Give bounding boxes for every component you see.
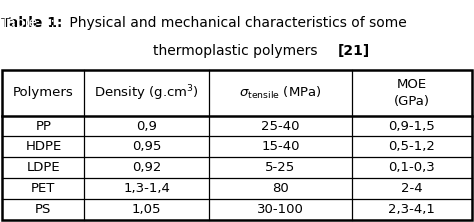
Text: 0,1-0,3: 0,1-0,3: [388, 161, 435, 174]
Text: LDPE: LDPE: [27, 161, 60, 174]
Text: 1,3-1,4: 1,3-1,4: [123, 182, 170, 195]
Text: 80: 80: [272, 182, 289, 195]
Text: 30-100: 30-100: [257, 203, 304, 216]
Text: 1,05: 1,05: [132, 203, 162, 216]
Bar: [2, 70, 472, 220]
Text: Table 1: Physical and mechanical characteristics of some: Table 1: Physical and mechanical charact…: [1, 16, 397, 30]
Text: PP: PP: [36, 120, 52, 133]
Text: 0,5-1,2: 0,5-1,2: [388, 140, 435, 153]
Text: 0,9-1,5: 0,9-1,5: [388, 120, 435, 133]
Text: 0,9: 0,9: [136, 120, 157, 133]
Text: 0,92: 0,92: [132, 161, 161, 174]
Text: 0,95: 0,95: [132, 140, 161, 153]
Text: Physical and mechanical characteristics of some: Physical and mechanical characteristics …: [65, 16, 407, 30]
Text: Density (g.cm$^{3}$): Density (g.cm$^{3}$): [94, 83, 199, 103]
Text: 15-40: 15-40: [261, 140, 300, 153]
Text: 25-40: 25-40: [261, 120, 300, 133]
Text: 5-25: 5-25: [265, 161, 295, 174]
Text: PET: PET: [31, 182, 55, 195]
Text: $\sigma_{\mathrm{tensile}}$ (MPa): $\sigma_{\mathrm{tensile}}$ (MPa): [239, 85, 322, 101]
Text: HDPE: HDPE: [25, 140, 62, 153]
Text: Table 1:: Table 1:: [1, 16, 63, 30]
Text: thermoplastic polymers: thermoplastic polymers: [153, 44, 321, 58]
Text: 2,3-4,1: 2,3-4,1: [388, 203, 435, 216]
Text: PS: PS: [35, 203, 52, 216]
Text: 2-4: 2-4: [401, 182, 423, 195]
Text: [21]: [21]: [337, 44, 370, 58]
Text: Polymers: Polymers: [13, 86, 74, 99]
Text: MOE
(GPa): MOE (GPa): [394, 78, 430, 108]
